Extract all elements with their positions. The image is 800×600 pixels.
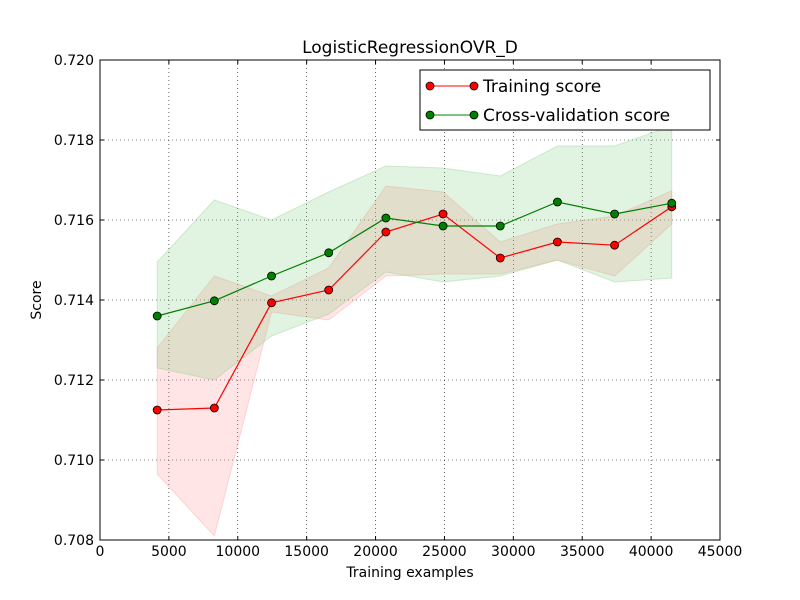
- series-1-point: [152, 311, 162, 321]
- y-tick-label: 0.710: [54, 453, 94, 469]
- x-tick-label: 20000: [353, 544, 398, 560]
- grid-lines: [100, 60, 720, 540]
- y-tick-label: 0.714: [54, 293, 94, 309]
- legend-cv-label: Cross-validation score: [483, 106, 670, 126]
- series-0-point: [267, 298, 276, 308]
- confidence-bands: [156, 125, 673, 538]
- series-0-line: [157, 206, 673, 411]
- x-tick-label: 5000: [151, 544, 187, 560]
- series-0-point: [381, 227, 391, 237]
- series-0-point: [209, 403, 219, 413]
- series-1-line: [157, 201, 672, 317]
- axis-ticks: 0 5000 10000 15000 20000 25000 30000 35000 40000…: [54, 53, 742, 560]
- series-1-point: [553, 197, 562, 207]
- legend-training-marker-right: [469, 81, 479, 91]
- series-1-point: [209, 296, 219, 306]
- x-tick-label: 10000: [216, 544, 261, 560]
- series-0-point: [553, 237, 562, 247]
- series-1-point: [610, 209, 619, 219]
- series-1-band: [156, 125, 673, 381]
- y-axis-label: Score: [29, 280, 45, 319]
- chart-title: LogisticRegressionOVR_D: [302, 38, 518, 58]
- legend-training-label: Training score: [482, 77, 601, 97]
- series-1-point: [667, 198, 677, 208]
- x-tick-label: 0: [96, 544, 105, 560]
- series-1-point: [381, 213, 391, 223]
- x-tick-label: 35000: [560, 544, 605, 560]
- legend-cv-marker-right: [469, 110, 479, 120]
- series-0-point: [324, 285, 334, 295]
- series-lines: [157, 201, 673, 411]
- y-tick-label: 0.718: [54, 133, 94, 149]
- legend-cv-marker-left: [425, 110, 435, 120]
- legend-training-marker-left: [425, 81, 435, 91]
- y-tick-label: 0.708: [54, 533, 94, 549]
- series-1-point: [438, 221, 448, 231]
- legend-frame: [419, 69, 711, 131]
- y-tick-label: 0.716: [54, 213, 94, 229]
- x-tick-label: 25000: [422, 544, 467, 560]
- series-1-point: [267, 271, 276, 281]
- x-tick-label: 40000: [629, 544, 674, 560]
- series-0-point: [610, 240, 619, 250]
- series-points: [152, 197, 677, 415]
- series-0-point: [495, 253, 505, 263]
- series-0-point: [438, 209, 448, 219]
- y-tick-label: 0.712: [54, 373, 94, 389]
- x-tick-label: 45000: [698, 544, 743, 560]
- x-axis-label: Training examples: [345, 565, 473, 581]
- series-0-point: [152, 405, 162, 415]
- x-tick-label: 15000: [284, 544, 329, 560]
- y-tick-label: 0.720: [54, 53, 94, 69]
- x-tick-label: 30000: [491, 544, 536, 560]
- series-1-point: [324, 248, 334, 258]
- legend: Training score Cross-validation score: [419, 69, 711, 131]
- series-1-point: [495, 221, 505, 231]
